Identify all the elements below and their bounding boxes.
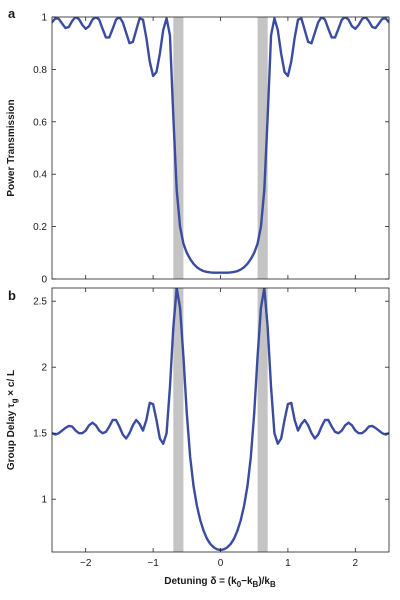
x-tick-label-b: 1 (285, 558, 291, 569)
panel-a: 0 0.2 0.4 0.6 0.8 1 Power Transmission a (6, 6, 390, 286)
x-tick-label-b: 0 (218, 558, 224, 569)
shaded-band-a-1 (173, 17, 184, 279)
y-tick-label-a: 0.8 (33, 65, 47, 76)
y-axis-label-a: Power Transmission (6, 99, 17, 196)
x-tick-label-b: −1 (147, 558, 159, 569)
y-tick-label-a: 0 (41, 275, 47, 286)
panel-b: −2 −1 0 1 2 1 1.5 2 2.5 Group Delay τg × c/ L b (6, 287, 390, 569)
series-line-b (52, 288, 389, 552)
y-tick-label-a: 0.4 (33, 170, 47, 181)
y-tick-label-b: 1.5 (33, 429, 47, 440)
x-tick-label-b: 2 (353, 558, 359, 569)
x-axis-label: Detuning δ = (k0−kB)/kB (164, 576, 276, 589)
y-axis-label-b: Group Delay τg × c/ L (6, 370, 19, 470)
series-line-a (52, 17, 389, 274)
y-tick-label-b: 1 (41, 495, 47, 506)
panel-letter-a: a (8, 6, 16, 21)
y-tick-label-a: 0.2 (33, 222, 47, 233)
y-tick-label-a: 1 (41, 13, 47, 24)
plot-frame-b (51, 287, 390, 553)
plot-frame-a (51, 16, 390, 280)
x-tick-label-b: −2 (80, 558, 92, 569)
panel-letter-b: b (8, 288, 16, 303)
y-tick-label-b: 2.5 (33, 297, 47, 308)
shaded-band-a-2 (257, 17, 268, 279)
shaded-band-b-2 (257, 288, 268, 552)
y-tick-label-b: 2 (41, 363, 47, 374)
shaded-band-b-1 (173, 288, 184, 552)
y-tick-label-a: 0.6 (33, 117, 47, 128)
